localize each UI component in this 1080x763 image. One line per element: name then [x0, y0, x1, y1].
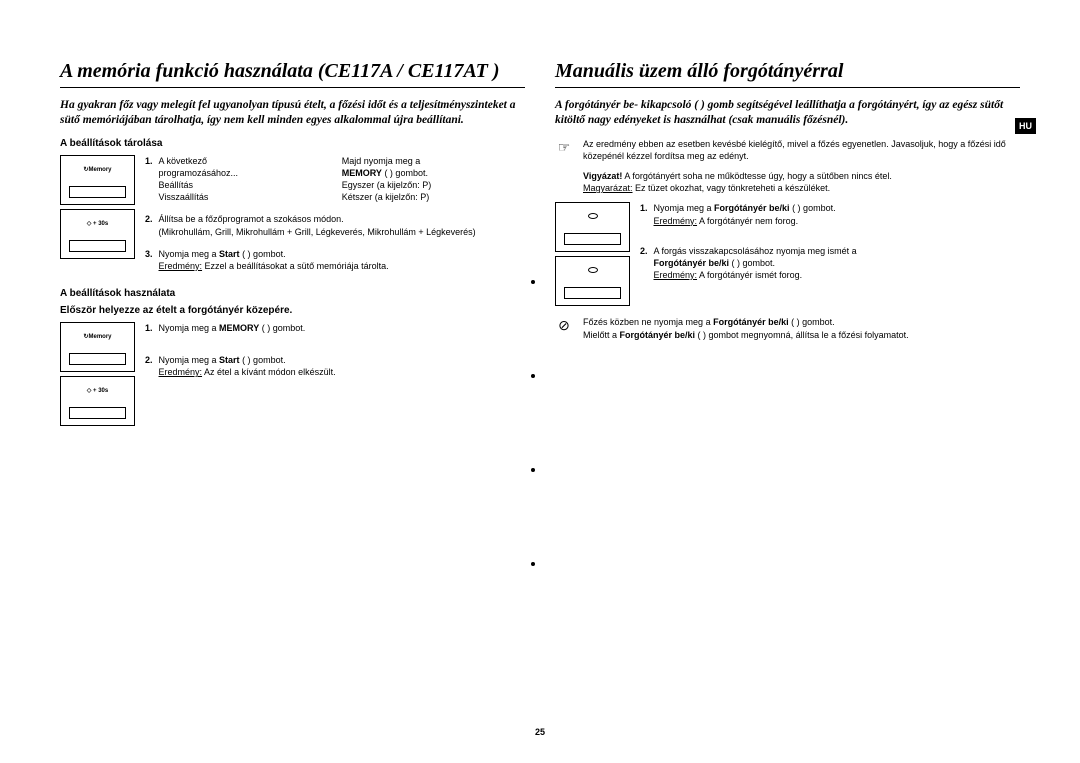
s1a1: A következő [159, 155, 342, 167]
warn-text: A forgótányért soha ne működtesse úgy, h… [622, 171, 892, 181]
r2r: A forgótányér ismét forog. [697, 270, 802, 280]
sectionB-heading: A beállítások használata [60, 288, 525, 299]
s2s: (Mikrohullám, Grill, Mikrohullám + Grill… [159, 226, 476, 238]
sectionB-subline: Először helyezze az ételt a forgótányér … [60, 305, 525, 316]
s1a4: Visszaállítás [159, 191, 342, 203]
explain-label: Magyarázat: [583, 183, 633, 193]
step-1: 1. A következő programozásához... Beállí… [145, 155, 525, 204]
s3r: Ezzel a beállításokat a sütő memóriája t… [202, 261, 389, 271]
fd: Mielőtt a [583, 330, 620, 340]
right-intro: A forgótányér be- kikapcsoló ( ) gomb se… [555, 98, 1020, 128]
b2n: 2. [145, 354, 153, 378]
b2a: Nyomja meg a [159, 355, 220, 365]
fa: Főzés közben ne nyomja meg a [583, 317, 713, 327]
fb: Forgótányér be/ki [713, 317, 789, 327]
b1n: 1. [145, 322, 153, 334]
b-step-1: 1. Nyomja meg a MEMORY ( ) gombot. [145, 322, 525, 334]
b2rl: Eredmény: [159, 367, 203, 377]
page-container: A memória funkció használata (CE117A / C… [60, 60, 1020, 733]
diagram-memory-2: ↻Memory [60, 322, 135, 372]
b2r: Az étel a kívánt módon elkészült. [202, 367, 336, 377]
left-column: A memória funkció használata (CE117A / C… [60, 60, 525, 733]
r2a: A forgás visszakapcsolásához nyomja meg … [654, 246, 857, 256]
r1n: 1. [640, 202, 648, 226]
s1b2: MEMORY ( ) gombot. [342, 167, 525, 179]
s1a2: programozásához... [159, 167, 342, 179]
diagram-turntable-2 [555, 256, 630, 306]
s3b: Start [219, 249, 240, 259]
r2rl: Eredmény: [654, 270, 698, 280]
s1a3: Beállítás [159, 179, 342, 191]
right-column: Manuális üzem álló forgótányérral A forg… [555, 60, 1020, 733]
diagram-memory: ↻Memory [60, 155, 135, 205]
diagram-turntable-1 [555, 202, 630, 252]
page-number: 25 [535, 727, 545, 737]
right-diagrams [555, 202, 630, 310]
r1r: A forgótányér nem forog. [697, 216, 798, 226]
b1c: ( ) gombot. [259, 323, 305, 333]
step-2-num: 2. [145, 213, 153, 237]
binding-dots [531, 280, 535, 566]
left-intro: Ha gyakran főz vagy melegít fel ugyanoly… [60, 98, 525, 128]
r-step-2: 2. A forgás visszakapcsolásához nyomja m… [640, 245, 1020, 281]
sectionB-steps: 1. Nyomja meg a MEMORY ( ) gombot. 2. Ny… [145, 322, 525, 388]
r2c: ( ) gombot. [729, 258, 775, 268]
r2b: Forgótányér be/ki [654, 258, 730, 268]
s2t: Állítsa be a főzőprogramot a szokásos mó… [159, 213, 476, 225]
right-steps: 1. Nyomja meg a Forgótányér be/ki ( ) go… [555, 202, 1020, 310]
diagram-30s: ◇ + 30s [60, 209, 135, 259]
b1a: Nyomja meg a [159, 323, 220, 333]
s3c: ( ) gombot. [240, 249, 286, 259]
sectionA-body: ↻Memory ◇ + 30s 1. A következő progra [60, 155, 525, 282]
s1b1: Majd nyomja meg a [342, 155, 525, 167]
r1rl: Eredmény: [654, 216, 698, 226]
step-2: 2. Állítsa be a főzőprogramot a szokásos… [145, 213, 525, 237]
note1-text: Az eredmény ebben az esetben kevésbé kie… [583, 138, 1020, 162]
s3a: Nyomja meg a [159, 249, 220, 259]
r2n: 2. [640, 245, 648, 281]
s3rl: Eredmény: [159, 261, 203, 271]
sectionB-diagrams: ↻Memory ◇ + 30s [60, 322, 135, 430]
s1b4: Kétszer (a kijelzőn: P) [342, 191, 525, 203]
sectionA-diagrams: ↻Memory ◇ + 30s [60, 155, 135, 263]
sectionA-steps: 1. A következő programozásához... Beállí… [145, 155, 525, 282]
fc: ( ) gombot. [789, 317, 835, 327]
explain-text: Ez tüzet okozhat, vagy tönkreteheti a ké… [633, 183, 831, 193]
b-step-2: 2. Nyomja meg a Start ( ) gombot. Eredmé… [145, 354, 525, 378]
hand-icon: ☞ [555, 138, 573, 162]
b2b: Start [219, 355, 240, 365]
ff: ( ) gombot megnyomná, állítsa le a főzés… [695, 330, 909, 340]
step-1-num: 1. [145, 155, 153, 204]
warn-label: Vigyázat! [583, 171, 622, 181]
forbidden-icon: ⊘ [555, 316, 573, 340]
r1c: ( ) gombot. [790, 203, 836, 213]
r1b: Forgótányér be/ki [714, 203, 790, 213]
r-step-1: 1. Nyomja meg a Forgótányér be/ki ( ) go… [640, 202, 1020, 226]
left-title: A memória funkció használata (CE117A / C… [60, 60, 525, 88]
warning: Vigyázat! A forgótányért soha ne működte… [555, 170, 1020, 194]
diagram-30s-2: ◇ + 30s [60, 376, 135, 426]
b1b: MEMORY [219, 323, 259, 333]
right-step-list: 1. Nyomja meg a Forgótányér be/ki ( ) go… [640, 202, 1020, 291]
step-3: 3. Nyomja meg a Start ( ) gombot. Eredmé… [145, 248, 525, 272]
right-title: Manuális üzem álló forgótányérral [555, 60, 1020, 88]
fe: Forgótányér be/ki [620, 330, 696, 340]
sectionB-body: ↻Memory ◇ + 30s 1. Nyomja meg a MEMORY (… [60, 322, 525, 430]
r1a: Nyomja meg a [654, 203, 715, 213]
final-note: ⊘ Főzés közben ne nyomja meg a Forgótány… [555, 316, 1020, 340]
step-3-num: 3. [145, 248, 153, 272]
sectionA-heading: A beállítások tárolása [60, 138, 525, 149]
b2c: ( ) gombot. [240, 355, 286, 365]
note-1: ☞ Az eredmény ebben az esetben kevésbé k… [555, 138, 1020, 162]
s1b3: Egyszer (a kijelzőn: P) [342, 179, 525, 191]
